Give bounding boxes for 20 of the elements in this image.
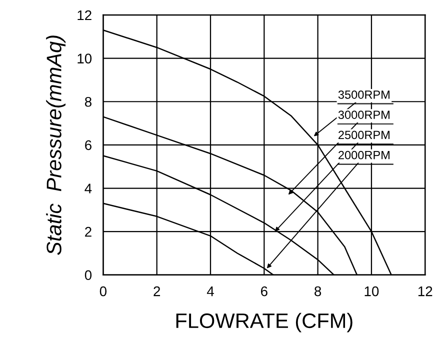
y-tick-label: 8: [84, 96, 92, 107]
x-tick-label: 6: [261, 286, 268, 296]
y-tick-label: 2: [85, 226, 92, 237]
annotation: 3500RPM: [338, 90, 390, 99]
y-tick-label: 12: [78, 10, 92, 20]
y-tick-label: 10: [78, 54, 92, 64]
annotation: 3000RPM: [338, 110, 390, 119]
annotation: 2500RPM: [338, 130, 390, 140]
x-tick-label: 10: [364, 286, 379, 296]
x-tick-label: 12: [418, 286, 432, 296]
y-tick-label: 0: [84, 270, 92, 280]
x-tick-label: 8: [314, 286, 322, 296]
x-tick-label: 4: [206, 286, 214, 296]
y-axis-title: Static Pressure(mmAq): [46, 36, 66, 255]
x-tick-label: 2: [154, 286, 160, 296]
y-tick-label: 6: [85, 140, 92, 150]
y-tick-label: 4: [84, 184, 92, 194]
x-axis-title: FLOWRATE (CFM): [176, 312, 352, 332]
x-tick-label: 0: [100, 286, 107, 296]
annotation: 2000RPM: [338, 150, 390, 160]
